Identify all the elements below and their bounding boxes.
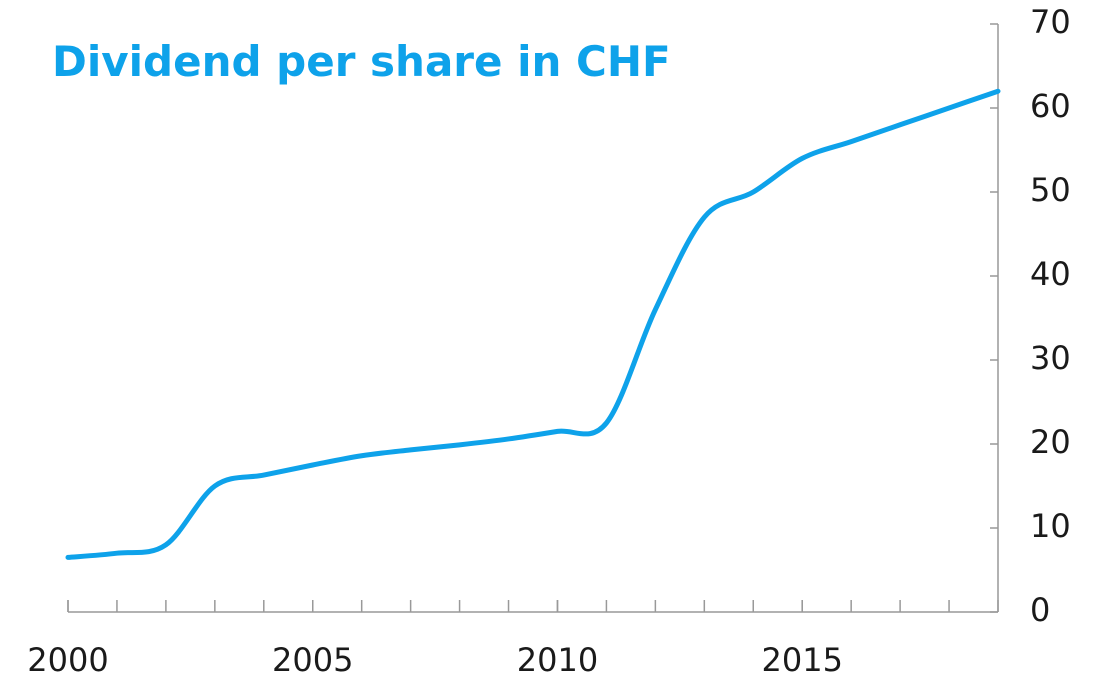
y-tick-label: 0 (1030, 591, 1050, 629)
y-tick-label: 10 (1030, 507, 1071, 545)
y-tick-label: 40 (1030, 255, 1071, 293)
chart-title: Dividend per share in CHF (52, 37, 671, 86)
y-tick-label: 50 (1030, 171, 1071, 209)
y-tick-label: 70 (1030, 3, 1071, 41)
y-tick-label: 20 (1030, 423, 1071, 461)
x-tick-label: 2010 (517, 641, 598, 679)
x-tick-label: 2015 (761, 641, 842, 679)
y-tick-label: 30 (1030, 339, 1071, 377)
y-tick-label: 60 (1030, 87, 1071, 125)
x-tick-label: 2000 (27, 641, 108, 679)
data-line (65, 88, 1001, 560)
x-tick-label: 2005 (272, 641, 353, 679)
